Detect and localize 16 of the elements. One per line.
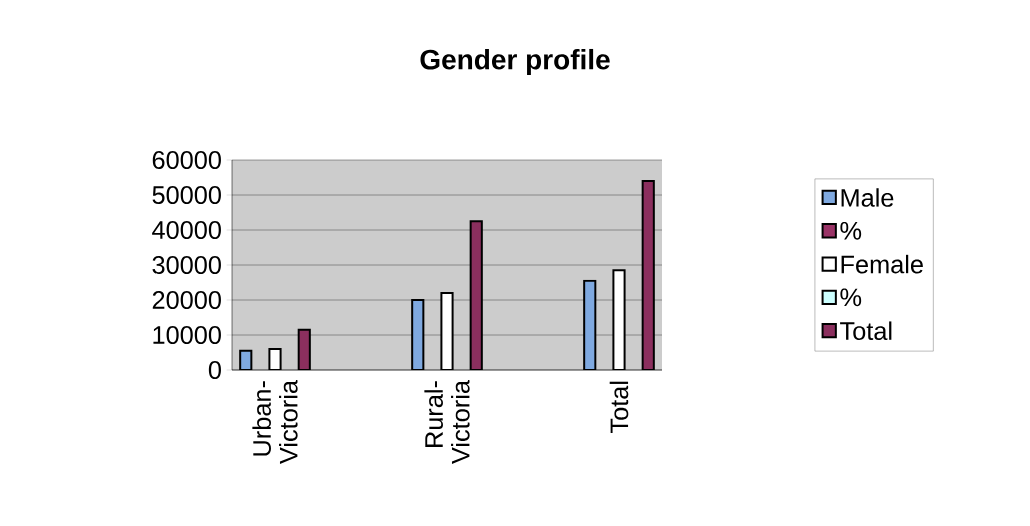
chart-title: Gender profile: [420, 48, 610, 76]
legend-label: %: [840, 288, 862, 307]
legend-label: Female: [841, 254, 923, 274]
x-tick-label: Rural-Victoria: [424, 380, 470, 464]
y-tick-label: 30000: [152, 256, 221, 274]
x-tick-label: Total: [609, 381, 629, 433]
y-tick-label: 40000: [152, 221, 221, 239]
y-tick-label: 0: [208, 361, 221, 379]
legend-label: Male: [841, 188, 894, 207]
y-tick-label: 10000: [153, 326, 221, 344]
legend-label: Total: [840, 321, 892, 341]
y-tick-label: 50000: [152, 186, 221, 204]
y-tick-label: 20000: [152, 291, 221, 309]
x-tick-label: Urban-Victoria: [252, 380, 298, 464]
legend-label: %: [840, 221, 862, 240]
y-tick-label: 60000: [152, 151, 221, 169]
